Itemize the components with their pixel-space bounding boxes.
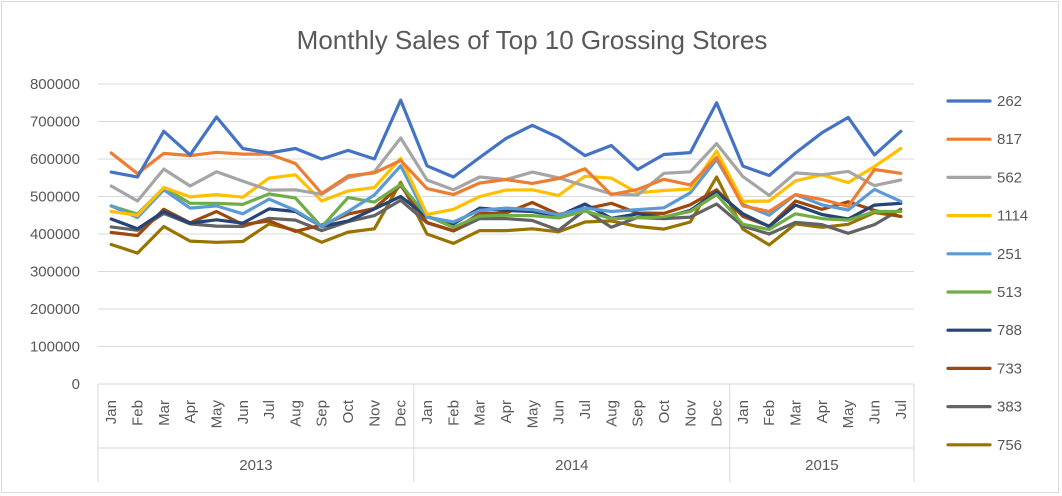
series-line-788 bbox=[109, 190, 903, 231]
x-tick-label: Aug bbox=[287, 400, 304, 427]
y-tick-label: 800000 bbox=[30, 76, 80, 93]
year-label: 2015 bbox=[805, 457, 838, 474]
series-line-1114 bbox=[109, 146, 903, 217]
x-tick-label: Jan bbox=[103, 400, 120, 424]
legend-label-733: 733 bbox=[997, 360, 1022, 377]
x-tick-label: Jul bbox=[577, 400, 594, 419]
x-tick-label: Apr bbox=[498, 400, 515, 423]
x-tick-label: Jul bbox=[893, 400, 910, 419]
x-tick-label: Apr bbox=[182, 400, 199, 423]
x-tick-label: Feb bbox=[761, 400, 778, 426]
y-tick-label: 100000 bbox=[30, 339, 80, 356]
legend-label-513: 513 bbox=[997, 284, 1022, 301]
x-tick-label: May bbox=[524, 400, 541, 429]
x-tick-label: Apr bbox=[814, 400, 831, 423]
x-tick-label: Mar bbox=[788, 400, 805, 426]
legend-label-817: 817 bbox=[997, 131, 1022, 148]
legend-label-262: 262 bbox=[997, 93, 1022, 110]
x-tick-label: Nov bbox=[366, 400, 383, 427]
series-line-513 bbox=[109, 182, 903, 232]
x-tick-label: Oct bbox=[340, 399, 357, 423]
series-line-817 bbox=[109, 150, 903, 214]
series-lines bbox=[109, 98, 903, 255]
series-line-262 bbox=[109, 98, 903, 179]
x-tick-label: Dec bbox=[709, 400, 726, 427]
legend-label-1114: 1114 bbox=[997, 208, 1028, 225]
y-tick-label: 0 bbox=[72, 376, 80, 393]
y-tick-label: 700000 bbox=[30, 114, 80, 131]
series-line-756 bbox=[109, 175, 903, 255]
x-tick-label: Jan bbox=[735, 400, 752, 424]
y-tick-label: 500000 bbox=[30, 189, 80, 206]
chart-title: Monthly Sales of Top 10 Grossing Stores bbox=[297, 25, 768, 55]
x-tick-label: Jun bbox=[235, 400, 252, 424]
x-tick-label: Sep bbox=[630, 400, 647, 427]
legend-label-562: 562 bbox=[997, 169, 1022, 186]
x-tick-label: Feb bbox=[129, 400, 146, 426]
legend-label-756: 756 bbox=[997, 437, 1022, 454]
year-label: 2013 bbox=[239, 457, 272, 474]
y-axis: 0 100000 200000 300000 400000 500000 600000 700… bbox=[30, 76, 80, 393]
x-tick-label: Mar bbox=[156, 400, 173, 426]
x-tick-label: Nov bbox=[682, 400, 699, 427]
legend-label-251: 251 bbox=[997, 246, 1022, 263]
y-tick-label: 300000 bbox=[30, 264, 80, 281]
x-tick-label: Jul bbox=[261, 400, 278, 419]
x-tick-label: Jun bbox=[551, 400, 568, 424]
series-line-383 bbox=[109, 198, 903, 236]
x-tick-label: Aug bbox=[603, 400, 620, 427]
x-tick-label: Feb bbox=[445, 400, 462, 426]
x-axis: Jan Feb Mar Apr May Jun Jul Aug Sep Oct Nov Dec Jan F… bbox=[97, 383, 915, 482]
year-label: 2014 bbox=[555, 457, 588, 474]
legend-label-788: 788 bbox=[997, 322, 1022, 339]
x-tick-label: Jun bbox=[867, 400, 884, 424]
series-line-251 bbox=[109, 157, 903, 229]
x-tick-label: May bbox=[208, 400, 225, 429]
x-tick-label: May bbox=[840, 400, 857, 429]
y-tick-label: 600000 bbox=[30, 151, 80, 168]
x-tick-label: Oct bbox=[656, 399, 673, 423]
legend: 262 817 562 1114 251 513 788 733 383 756 bbox=[946, 93, 1028, 454]
legend-label-383: 383 bbox=[997, 399, 1022, 416]
x-tick-label: Jan bbox=[419, 400, 436, 424]
y-tick-label: 200000 bbox=[30, 301, 80, 318]
x-tick-label: Dec bbox=[393, 400, 410, 427]
x-tick-label: Sep bbox=[314, 400, 331, 427]
x-tick-label: Mar bbox=[472, 400, 489, 426]
y-tick-label: 400000 bbox=[30, 226, 80, 243]
